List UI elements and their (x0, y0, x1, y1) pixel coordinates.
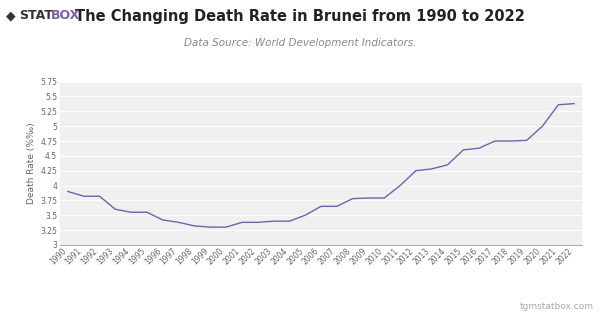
Text: Data Source: World Development Indicators.: Data Source: World Development Indicator… (184, 38, 416, 48)
Text: tgmstatbox.com: tgmstatbox.com (520, 302, 594, 311)
Y-axis label: Death Rate (%‰): Death Rate (%‰) (27, 122, 36, 204)
Text: The Changing Death Rate in Brunei from 1990 to 2022: The Changing Death Rate in Brunei from 1… (75, 9, 525, 24)
Text: STAT: STAT (19, 9, 53, 22)
Text: BOX: BOX (51, 9, 80, 22)
Text: ◆: ◆ (6, 9, 16, 22)
